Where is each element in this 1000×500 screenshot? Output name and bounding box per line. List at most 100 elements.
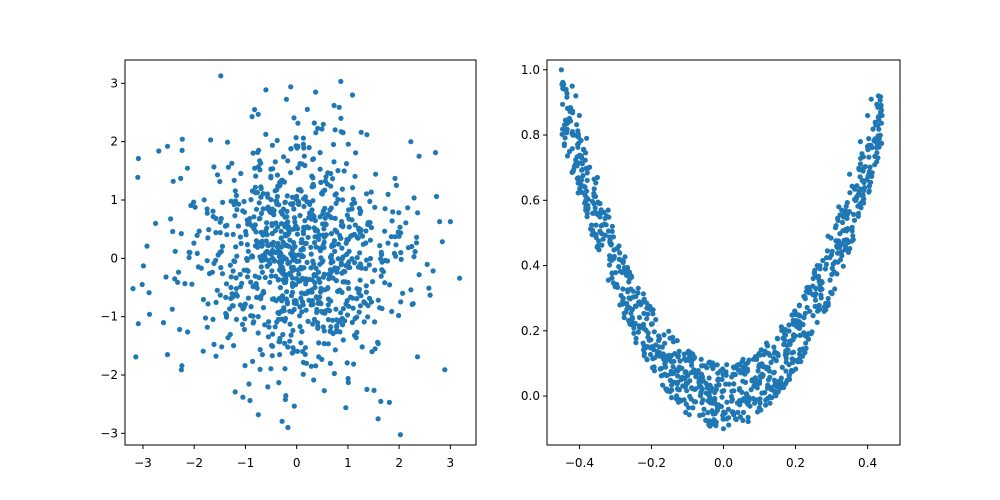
right-point [837, 212, 843, 218]
left-point [372, 204, 378, 210]
right-point [732, 371, 738, 378]
right-point [796, 303, 802, 309]
left-point [412, 249, 418, 255]
left-point [356, 227, 362, 233]
right-point [823, 255, 830, 261]
right-point [583, 197, 589, 204]
left-point [346, 248, 352, 254]
left-point [260, 290, 266, 296]
right-point [731, 365, 737, 371]
right-point [789, 312, 795, 318]
right-point [783, 359, 789, 365]
left-point [354, 286, 360, 292]
left-point [284, 301, 290, 307]
right-point [675, 373, 681, 379]
left-point [355, 235, 361, 241]
right-point [662, 371, 668, 377]
left-point [329, 317, 336, 323]
right-point [641, 353, 647, 359]
right-point [782, 337, 788, 343]
left-point [357, 261, 363, 267]
right-point [790, 349, 797, 355]
right-point [796, 313, 803, 319]
right-point [766, 368, 772, 374]
left-point [345, 141, 351, 147]
right-point [574, 122, 580, 128]
right-point [583, 207, 589, 213]
left-point [282, 366, 288, 372]
left-point [218, 73, 224, 79]
left-point [213, 230, 219, 236]
left-point [340, 322, 346, 328]
left-point [178, 175, 184, 181]
left-point [327, 267, 333, 273]
left-point [442, 367, 448, 373]
left-point [387, 282, 393, 288]
right-point [867, 179, 873, 186]
left-point [308, 265, 314, 271]
left-point [273, 198, 279, 204]
left-point [311, 316, 317, 322]
right-point [723, 381, 729, 387]
left-point [314, 309, 320, 315]
left-point [284, 289, 290, 295]
left-point [257, 215, 263, 221]
left-point [284, 208, 290, 214]
left-point [146, 290, 152, 296]
right-point [650, 356, 656, 362]
right-y-tick-label: 0.6 [521, 193, 540, 207]
right-point [786, 376, 793, 382]
left-point [307, 276, 313, 282]
right-point [686, 412, 692, 418]
right-point [667, 335, 673, 341]
left-point [228, 274, 234, 280]
left-point [225, 164, 231, 170]
right-point [651, 368, 658, 374]
left-point [283, 272, 289, 278]
right-point [712, 397, 718, 403]
right-point [626, 317, 632, 324]
left-point [254, 294, 260, 300]
left-point [230, 231, 236, 237]
left-point [297, 186, 303, 192]
left-point [301, 145, 307, 151]
left-point [255, 244, 261, 250]
left-point [365, 314, 371, 320]
right-point [707, 423, 713, 429]
right-point [742, 379, 749, 385]
right-point [773, 358, 779, 364]
left-point [214, 287, 220, 293]
left-point [195, 264, 201, 270]
right-point [591, 176, 597, 182]
left-point [305, 234, 311, 240]
left-point [277, 285, 283, 291]
right-point [839, 241, 845, 247]
left-point [392, 175, 398, 181]
left-point [210, 213, 216, 220]
right-point [817, 266, 823, 272]
right-point [774, 381, 780, 387]
left-point [310, 181, 316, 187]
left-point [398, 256, 404, 262]
right-point [598, 209, 604, 215]
right-point [647, 345, 654, 351]
right-point [628, 310, 634, 316]
left-point [272, 159, 278, 165]
left-point [278, 262, 284, 268]
right-point [666, 328, 672, 334]
left-point [320, 324, 326, 330]
left-point [432, 150, 439, 156]
left-point [318, 285, 324, 291]
left-point [255, 111, 261, 117]
left-point [307, 210, 313, 216]
left-point [133, 354, 139, 360]
right-point [857, 139, 864, 145]
right-point [607, 253, 613, 259]
left-point [177, 326, 183, 333]
left-point [317, 279, 323, 285]
left-point [353, 150, 359, 156]
left-point [263, 87, 269, 93]
right-point [676, 387, 682, 393]
right-point [570, 169, 576, 175]
left-point [308, 363, 314, 369]
